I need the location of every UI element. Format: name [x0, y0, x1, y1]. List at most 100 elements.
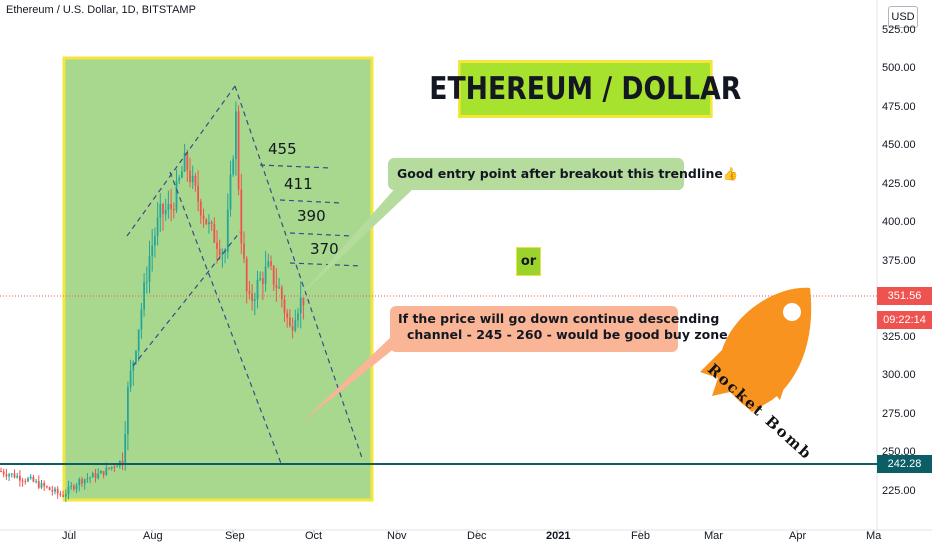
candle-body [127, 387, 129, 435]
candle-body [89, 477, 91, 479]
candle-body [110, 466, 113, 469]
candle-body [24, 480, 27, 482]
time-tick: Nov [387, 530, 407, 542]
last-price-tag: 351.56 [877, 287, 932, 305]
candle-body [208, 222, 210, 225]
candle-body [280, 287, 283, 300]
price-tick: 375.00 [882, 255, 916, 267]
candle-body [56, 488, 59, 494]
candle-body [291, 326, 294, 331]
price-tick: 525.00 [882, 24, 916, 36]
time-tick: Jul [62, 530, 77, 542]
or-label: or [516, 247, 541, 276]
candle-body [32, 476, 35, 482]
orange-callout-line1: If the price will go down continue desce… [398, 311, 720, 326]
level-455-line [259, 164, 331, 169]
level-455-label: 455 [268, 140, 297, 158]
candle-body [121, 460, 124, 463]
price-tick: 475.00 [882, 101, 916, 113]
time-tick: 2021 [546, 530, 571, 542]
candle-body [259, 278, 262, 280]
candle-body [299, 297, 302, 314]
candle-body [181, 171, 183, 178]
candle-body [237, 111, 240, 190]
candle-body [175, 180, 178, 211]
candle-body [205, 218, 208, 225]
candle-body [162, 204, 164, 215]
level-370-label: 370 [310, 240, 339, 258]
candle-body [251, 293, 253, 301]
candle-body [256, 279, 259, 300]
candle-body [100, 471, 102, 474]
level-390-label: 390 [297, 207, 326, 225]
channel-upper-line [234, 85, 363, 459]
candle-body [297, 313, 299, 321]
candle-body [183, 152, 186, 172]
price-tick: 400.00 [882, 216, 916, 228]
time-tick: Oct [305, 530, 323, 542]
orange-callout-pointer [302, 336, 400, 422]
candle-body [197, 185, 199, 202]
candle-body [294, 320, 297, 331]
time-tick: Dec [467, 530, 487, 542]
candle-body [154, 236, 156, 246]
candle-body [240, 189, 243, 244]
price-tick: 225.00 [882, 485, 916, 497]
candle-body [245, 258, 248, 292]
level-370-line [289, 262, 363, 267]
candle-body [302, 297, 305, 306]
candle-body [229, 174, 232, 210]
candle-body [108, 467, 110, 469]
candle-body [78, 479, 81, 486]
candle-body [213, 223, 216, 243]
candle-body [2, 471, 5, 475]
candle-body [248, 291, 251, 294]
candle-body [289, 317, 291, 327]
candle-body [5, 474, 8, 477]
candle-body [272, 265, 275, 285]
candle-body [27, 478, 29, 482]
time-tick: Mar [704, 530, 723, 542]
candle-body [151, 245, 154, 257]
candle-body [40, 482, 43, 488]
candle-body [186, 152, 189, 171]
candle-body [64, 494, 67, 497]
candle-body [21, 480, 24, 482]
countdown-tag: 09:22:14 [877, 311, 932, 329]
time-tick: Feb [631, 530, 650, 542]
candle-body [29, 476, 32, 479]
candle-body [113, 466, 116, 468]
candle-body [59, 493, 62, 496]
candle-body [35, 481, 37, 483]
candle-body [81, 479, 83, 484]
candle-body [67, 486, 70, 495]
currency-button[interactable]: USD [888, 6, 918, 28]
trendlines [126, 85, 363, 467]
candle-body [202, 215, 205, 219]
candle-body [124, 434, 127, 463]
candle-body [13, 473, 16, 478]
candle-body [199, 201, 202, 216]
candle-body [148, 256, 151, 282]
candle-body [37, 481, 40, 488]
price-tick: 500.00 [882, 62, 916, 74]
highlight-box [62, 56, 374, 502]
channel-lower-line [169, 171, 283, 467]
candle-body [243, 243, 245, 259]
candle-body [70, 485, 73, 487]
candle-body [102, 471, 105, 476]
candle-body [172, 208, 175, 211]
candle-body [218, 248, 221, 256]
candle-body [178, 177, 181, 181]
candle-body [210, 222, 213, 224]
candle-body [232, 159, 235, 175]
candle-body [62, 495, 64, 497]
candle-body [194, 175, 197, 186]
candle-body [275, 284, 278, 288]
candle-body [189, 170, 191, 183]
time-tick: Sep [225, 530, 245, 542]
candle-body [83, 479, 86, 484]
candle-body [143, 282, 145, 310]
candle-body [286, 312, 289, 318]
